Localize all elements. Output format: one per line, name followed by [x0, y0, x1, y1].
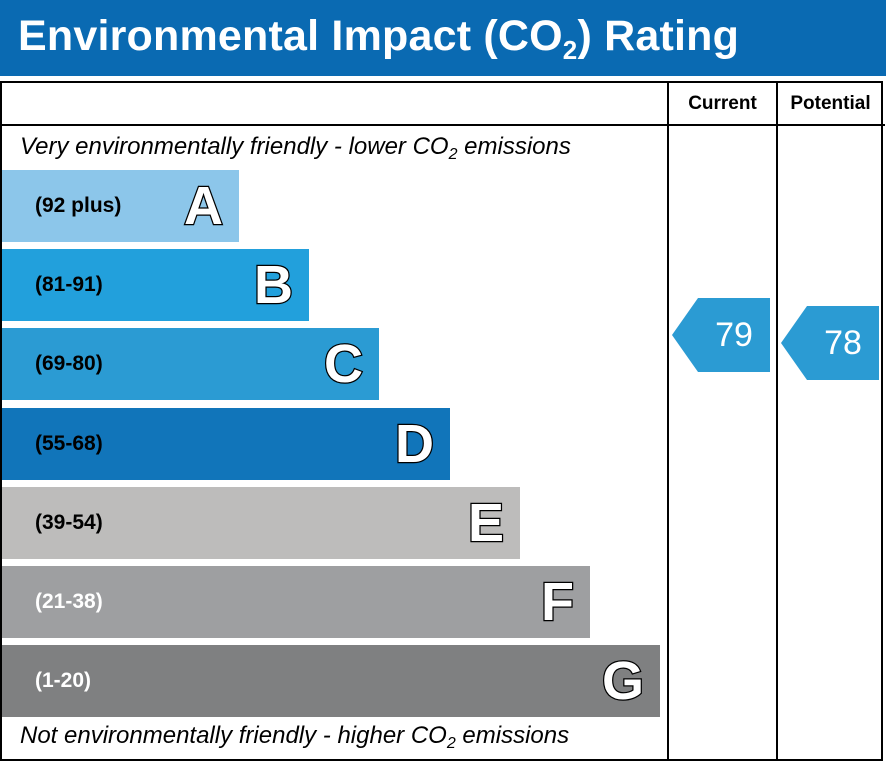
- header-divider: [0, 124, 885, 126]
- caption-bottom: Not environmentally friendly - higher CO…: [20, 722, 570, 752]
- caption-bottom-subscript: 2: [446, 735, 456, 752]
- title-text: Environmental Impact (CO: [18, 12, 563, 60]
- caption-top: Very environmentally friendly - lower CO…: [20, 133, 571, 163]
- band-c: (69-80) C: [2, 328, 379, 400]
- band-b: (81-91) B: [2, 249, 309, 321]
- band-range-label: (1-20): [35, 669, 92, 692]
- title-subscript: 2: [562, 35, 578, 65]
- current-marker-shape: [672, 298, 770, 372]
- current-marker-arrow: [672, 298, 770, 372]
- rating-table: [0, 81, 883, 761]
- band-letter: B: [253, 254, 295, 317]
- caption-top-text: Very environmentally friendly - lower CO: [20, 133, 449, 160]
- band-letter: E: [467, 492, 506, 555]
- band-letter: C: [323, 333, 365, 396]
- band-range-label: (55-68): [35, 432, 103, 455]
- band-range-label: (92 plus): [35, 194, 122, 217]
- band-letter: A: [183, 175, 225, 238]
- caption-bottom-suffix: emissions: [455, 722, 570, 749]
- column-header-potential: Potential: [790, 93, 871, 114]
- band-letter: G: [601, 650, 646, 713]
- current-rating-value: 79: [715, 316, 753, 354]
- column-divider: [667, 81, 669, 761]
- header-bar: Environmental Impact (CO2) Rating: [0, 0, 886, 76]
- band-range-label: (21-38): [35, 590, 103, 613]
- band-g: (1-20) G: [2, 645, 660, 717]
- band-range-label: (81-91): [35, 273, 103, 296]
- column-divider: [776, 81, 778, 761]
- current-rating-marker: 79: [672, 298, 770, 372]
- column-header-current: Current: [688, 93, 757, 114]
- band-f: (21-38) F: [2, 566, 590, 638]
- caption-top-suffix: emissions: [457, 133, 571, 160]
- band-letter: D: [394, 413, 436, 476]
- caption-bottom-text: Not environmentally friendly - higher CO: [20, 722, 447, 749]
- band-d: (55-68) D: [2, 408, 450, 480]
- band-e: (39-54) E: [2, 487, 520, 559]
- band-range-label: (39-54): [35, 511, 103, 534]
- caption-top-subscript: 2: [448, 146, 458, 163]
- potential-rating-marker: 78: [781, 306, 879, 380]
- band-letter: F: [540, 571, 576, 634]
- band-range-label: (69-80): [35, 352, 103, 375]
- potential-marker-shape: [781, 306, 879, 380]
- page-title: Environmental Impact (CO2) Rating: [18, 12, 740, 63]
- band-a: (92 plus) A: [2, 170, 239, 242]
- potential-rating-value: 78: [824, 324, 862, 362]
- potential-marker-arrow: [781, 306, 879, 380]
- title-text-suffix: ) Rating: [577, 12, 740, 60]
